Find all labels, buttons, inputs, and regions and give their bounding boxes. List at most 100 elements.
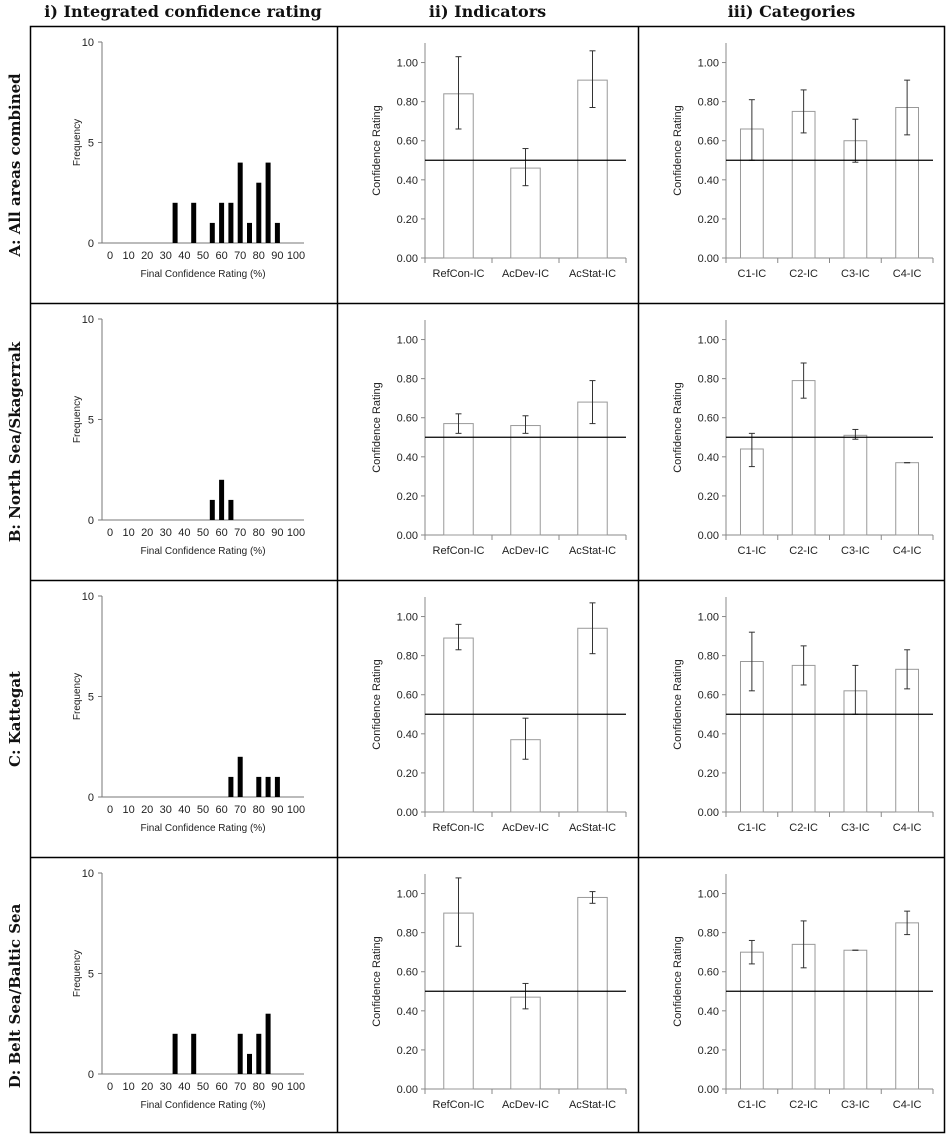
y-tick-label: 5 (88, 969, 94, 981)
histogram-bar (209, 499, 215, 520)
y-axis-label: Confidence Rating (672, 105, 684, 196)
chart-panel-b-iii: 0.00 0.20 0.40 0.60 0.80 1.00 C1-IC C2-IC C3-IC C… (672, 320, 934, 557)
x-tick-label: 90 (271, 250, 283, 262)
bar (895, 668, 920, 813)
y-tick-label: 0.20 (397, 768, 418, 780)
y-tick-label: 0.00 (698, 1084, 719, 1096)
y-tick-label: 0 (88, 515, 94, 527)
histogram-bar (228, 499, 234, 520)
y-tick-label: 10 (82, 591, 94, 603)
x-tick-label: 20 (141, 804, 153, 816)
y-tick-label: 0.80 (698, 928, 719, 940)
bar (510, 996, 541, 1090)
x-tick-label: 90 (271, 527, 283, 539)
y-tick-label: 5 (88, 138, 94, 150)
y-tick-label: 0.20 (397, 491, 418, 503)
x-tick-label: 0 (107, 527, 113, 539)
y-tick-label: 0.40 (698, 729, 719, 741)
category-label: C3-IC (841, 268, 870, 280)
y-tick-label: 0.80 (698, 651, 719, 663)
category-label: C1-IC (738, 822, 767, 834)
x-tick-label: 30 (160, 804, 172, 816)
histogram-bar (256, 776, 262, 797)
x-tick-label: 40 (178, 527, 190, 539)
x-tick-label: 70 (234, 527, 246, 539)
y-axis-label: Confidence Rating (371, 659, 383, 750)
histogram-bar (247, 222, 252, 243)
y-tick-label: 0.60 (397, 690, 418, 702)
category-label: RefCon-IC (433, 545, 485, 557)
x-tick-label: 30 (160, 1081, 172, 1093)
histogram-bar (247, 1053, 252, 1074)
y-tick-label: 0.40 (698, 1006, 719, 1018)
bar (843, 949, 868, 1090)
x-axis-label: Final Confidence Rating (%) (140, 269, 265, 280)
category-label: C4-IC (893, 1099, 922, 1111)
y-axis-label: Frequency (72, 396, 83, 443)
y-tick-label: 10 (82, 314, 94, 326)
x-tick-label: 80 (253, 527, 265, 539)
x-tick-label: 70 (234, 1081, 246, 1093)
x-tick-label: 100 (287, 1081, 305, 1093)
y-tick-label: 5 (88, 415, 94, 427)
column-header-categories: iii) Categories (727, 2, 856, 21)
x-tick-label: 90 (271, 804, 283, 816)
y-tick-label: 0.40 (698, 452, 719, 464)
category-label: C3-IC (841, 822, 870, 834)
bar (895, 922, 920, 1090)
x-tick-label: 0 (107, 1081, 113, 1093)
category-label: C4-IC (893, 822, 922, 834)
histogram-bar (237, 1033, 243, 1074)
x-tick-label: 60 (215, 527, 227, 539)
x-axis-label: Final Confidence Rating (%) (140, 823, 265, 834)
bar (843, 434, 868, 536)
x-tick-label: 70 (234, 804, 246, 816)
x-tick-label: 50 (197, 1081, 209, 1093)
y-tick-label: 0.80 (397, 374, 418, 386)
histogram-bar (191, 1033, 197, 1074)
category-label: RefCon-IC (433, 1099, 485, 1111)
category-label: C1-IC (738, 545, 767, 557)
chart-panel-d-ii: 0.00 0.20 0.40 0.60 0.80 1.00 RefCon-IC AcDev-I… (371, 874, 627, 1111)
y-tick-label: 0.80 (397, 928, 418, 940)
y-tick-label: 0.80 (698, 374, 719, 386)
y-tick-label: 0.20 (698, 491, 719, 503)
x-tick-label: 90 (271, 1081, 283, 1093)
y-tick-label: 0.80 (397, 97, 418, 109)
chart-panel-c-ii: 0.00 0.20 0.40 0.60 0.80 1.00 RefCon-IC AcDev-I… (371, 597, 627, 834)
y-tick-label: 0 (88, 792, 94, 804)
y-tick-label: 1.00 (397, 889, 418, 901)
y-tick-label: 1.00 (698, 58, 719, 70)
histogram-bar (274, 222, 280, 243)
category-label: C1-IC (738, 1099, 767, 1111)
histogram-bar (228, 776, 234, 797)
category-label: C1-IC (738, 268, 767, 280)
x-tick-label: 40 (178, 1081, 190, 1093)
x-tick-label: 30 (160, 250, 172, 262)
y-tick-label: 0.00 (397, 253, 418, 265)
column-header-indicators: ii) Indicators (428, 2, 547, 21)
y-tick-label: 0.80 (698, 97, 719, 109)
y-tick-label: 0.60 (698, 690, 719, 702)
y-tick-label: 1.00 (698, 335, 719, 347)
histogram-bar (237, 162, 243, 243)
y-axis-label: Confidence Rating (371, 936, 383, 1027)
histogram-bar (209, 222, 215, 243)
category-label: C2-IC (789, 268, 818, 280)
x-tick-label: 50 (197, 527, 209, 539)
x-tick-label: 70 (234, 250, 246, 262)
x-tick-label: 40 (178, 250, 190, 262)
y-tick-label: 0.40 (397, 1006, 418, 1018)
x-tick-label: 20 (141, 250, 153, 262)
x-tick-label: 10 (122, 527, 134, 539)
y-tick-label: 0.40 (397, 452, 418, 464)
histogram-bar (265, 1013, 271, 1074)
x-tick-label: 60 (215, 804, 227, 816)
y-tick-label: 0.20 (698, 1045, 719, 1057)
y-axis-label: Confidence Rating (371, 382, 383, 473)
x-tick-label: 0 (107, 250, 113, 262)
y-tick-label: 0.00 (698, 807, 719, 819)
y-axis-label: Confidence Rating (371, 105, 383, 196)
